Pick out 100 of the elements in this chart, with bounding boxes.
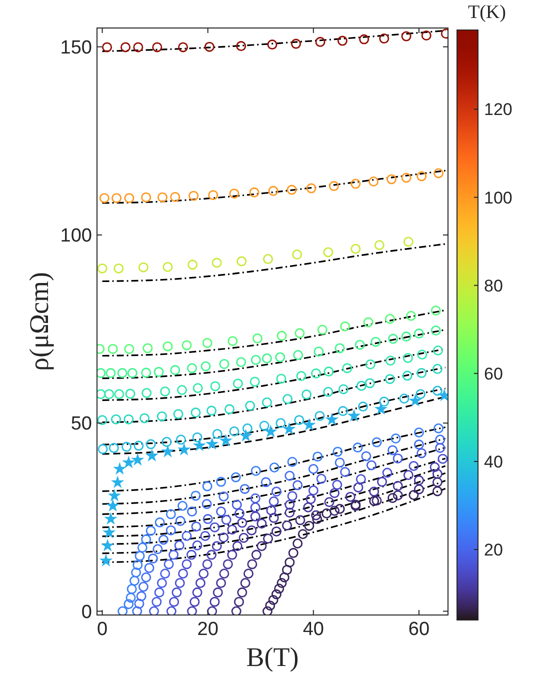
point <box>434 168 444 178</box>
point <box>158 534 169 545</box>
line-series <box>101 30 446 52</box>
point <box>240 578 250 588</box>
point <box>256 518 267 529</box>
point <box>379 34 390 44</box>
point <box>195 578 206 588</box>
point <box>384 314 395 324</box>
point <box>108 442 119 453</box>
point <box>232 541 242 552</box>
point <box>149 606 160 615</box>
point <box>361 451 372 462</box>
point <box>262 397 272 408</box>
point <box>202 559 212 570</box>
point <box>178 42 188 52</box>
point <box>306 494 316 504</box>
point <box>190 408 201 418</box>
point <box>265 600 276 611</box>
point <box>324 497 334 508</box>
point <box>334 458 345 468</box>
line-series <box>101 426 446 492</box>
point <box>432 468 442 479</box>
point <box>416 171 427 182</box>
point <box>166 525 176 536</box>
point <box>372 496 382 506</box>
point <box>330 506 340 516</box>
point <box>202 481 212 492</box>
point <box>348 410 360 421</box>
point <box>282 564 292 575</box>
point <box>276 374 286 384</box>
point <box>192 383 203 394</box>
point <box>432 477 442 488</box>
point <box>243 568 254 579</box>
point <box>408 490 419 500</box>
point <box>168 550 179 560</box>
color-bar-label: 40 <box>484 452 503 472</box>
point <box>287 491 298 502</box>
point <box>160 568 170 579</box>
point <box>124 414 134 424</box>
point <box>388 445 398 456</box>
point <box>414 475 424 486</box>
point <box>175 516 186 526</box>
point <box>170 365 180 376</box>
y-tick-label: 150 <box>60 37 92 58</box>
y-tick-label: 0 <box>81 602 92 623</box>
point <box>172 587 182 598</box>
point <box>154 517 165 528</box>
point <box>308 485 318 496</box>
point <box>162 341 173 352</box>
point <box>131 567 142 578</box>
point <box>112 193 122 204</box>
point <box>247 559 258 570</box>
point <box>227 550 238 560</box>
point <box>377 476 388 487</box>
point <box>284 557 295 568</box>
point <box>260 477 271 488</box>
point <box>288 548 298 558</box>
color-bar-title: T(K) <box>468 2 506 23</box>
point <box>345 492 356 502</box>
point <box>388 334 398 344</box>
point <box>392 490 403 500</box>
point <box>250 376 260 387</box>
point <box>118 606 128 615</box>
point <box>140 413 150 424</box>
point <box>435 434 446 445</box>
point <box>342 363 352 374</box>
point <box>284 470 295 481</box>
point <box>369 496 380 506</box>
point <box>132 606 142 615</box>
point <box>250 511 260 522</box>
point <box>174 578 185 588</box>
point <box>295 515 306 526</box>
point <box>403 236 414 247</box>
point <box>176 434 186 445</box>
point <box>334 343 345 354</box>
color-bar-label: 100 <box>484 188 512 208</box>
point <box>242 423 252 434</box>
point <box>99 193 110 204</box>
point <box>156 411 167 422</box>
point <box>173 409 184 420</box>
point <box>386 174 397 184</box>
point <box>190 490 201 501</box>
point <box>401 31 412 42</box>
point <box>204 42 214 52</box>
point <box>236 357 246 368</box>
point <box>330 488 340 498</box>
point <box>146 526 156 536</box>
point <box>194 440 206 451</box>
point <box>384 374 395 384</box>
point <box>314 410 325 421</box>
point <box>417 350 428 360</box>
point <box>368 176 379 187</box>
point <box>100 554 112 566</box>
point <box>402 370 412 381</box>
point <box>268 512 279 523</box>
x-tick-label: 20 <box>197 619 218 640</box>
point <box>216 476 226 487</box>
point <box>108 490 120 501</box>
point <box>206 550 217 560</box>
point <box>430 306 441 316</box>
